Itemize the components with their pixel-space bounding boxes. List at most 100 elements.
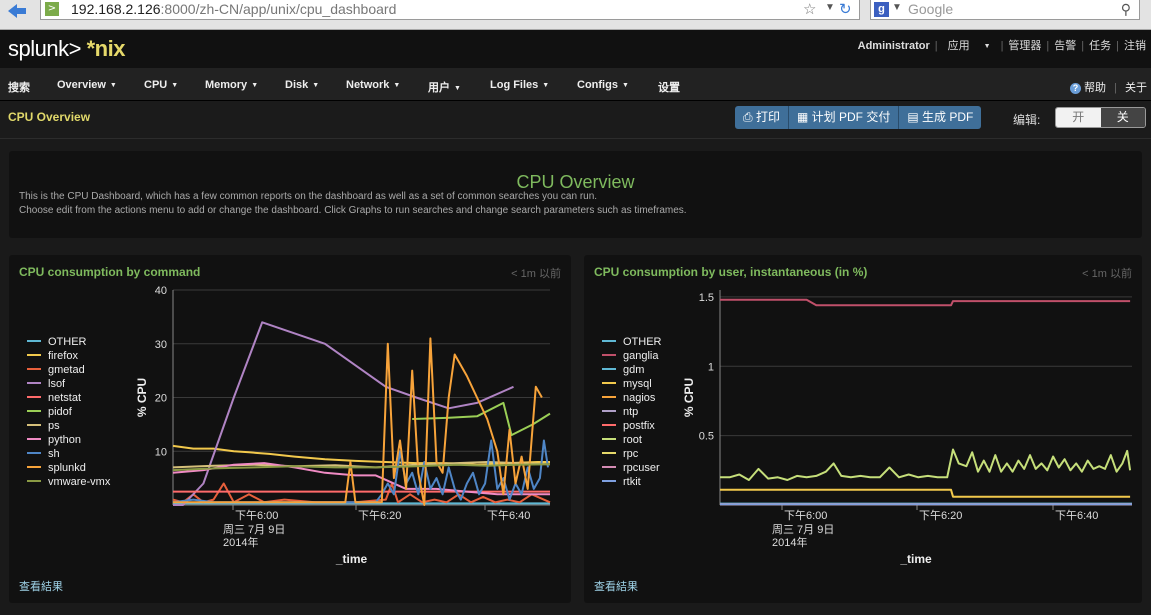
- panel-title: CPU consumption by command: [19, 265, 201, 279]
- legend-item: gmetad: [27, 363, 110, 377]
- legend-item: OTHER: [602, 335, 662, 349]
- nav-item-overview[interactable]: Overview ▼: [57, 79, 117, 91]
- address-bar[interactable]: > 192.168.2.126:8000/zh-CN/app/unix/cpu_…: [40, 0, 860, 20]
- edit-toggle[interactable]: 开 关: [1055, 107, 1146, 128]
- y-tick-label: 10: [155, 446, 167, 458]
- back-arrow-icon[interactable]: [6, 2, 28, 20]
- x-axis-title: _time: [335, 552, 368, 566]
- url-text[interactable]: 192.168.2.126:8000/zh-CN/app/unix/cpu_da…: [71, 1, 396, 17]
- legend-swatch: [602, 480, 616, 482]
- toggle-on[interactable]: 开: [1056, 108, 1101, 127]
- legend-label: mysql: [623, 378, 652, 390]
- legend-label: firefox: [48, 350, 78, 362]
- document-icon: ▤: [907, 110, 919, 124]
- series-line-gmetad: [172, 482, 551, 504]
- legend-label: gmetad: [48, 364, 85, 376]
- nav-item-log-files[interactable]: Log Files ▼: [490, 79, 549, 91]
- account-menu: Administrator | 应用 ▼ | 管理器 | 告警 | 任务 | 注销: [853, 37, 1151, 53]
- search-input[interactable]: Google: [908, 1, 954, 17]
- legend-item: ps: [27, 419, 110, 433]
- legend-swatch: [27, 480, 41, 482]
- print-button[interactable]: ⎙ 打印: [735, 106, 789, 129]
- schedule-pdf-button[interactable]: ▦ 计划 PDF 交付: [788, 106, 900, 129]
- legend-label: ntp: [623, 406, 639, 418]
- search-box[interactable]: g ▼ Google ⚲: [870, 0, 1140, 20]
- y-axis-title: % CPU: [682, 378, 696, 417]
- print-label: 打印: [755, 110, 780, 124]
- app-name: *nix: [86, 36, 126, 61]
- nav-item-network[interactable]: Network ▼: [346, 79, 400, 91]
- legend-label: rpc: [623, 448, 639, 460]
- generate-pdf-button[interactable]: ▤ 生成 PDF: [899, 106, 982, 129]
- about-link[interactable]: 关于: [1125, 82, 1147, 94]
- chevron-down-icon[interactable]: ▼: [825, 2, 835, 13]
- reload-icon[interactable]: ↻: [839, 1, 852, 18]
- chevron-down-icon[interactable]: ▼: [892, 2, 902, 13]
- alerts-link[interactable]: 告警: [1054, 40, 1077, 52]
- legend-label: rtkit: [623, 476, 641, 488]
- series-line-root: [720, 448, 1132, 481]
- apps-label: 应用: [947, 40, 970, 52]
- y-tick-label: 20: [155, 393, 167, 405]
- legend-item: python: [27, 433, 110, 447]
- x-tick-label: 下午6:00: [235, 509, 278, 522]
- caret-down-icon: ▼: [109, 82, 117, 89]
- nav-label: 用户: [428, 82, 450, 94]
- legend-swatch: [27, 368, 41, 370]
- legend-item: rpc: [602, 447, 662, 461]
- apps-menu[interactable]: 应用 ▼: [938, 40, 1001, 52]
- search-icon[interactable]: ⚲: [1120, 1, 1131, 17]
- legend-item: rpcuser: [602, 461, 662, 475]
- splunk-logo[interactable]: splunk> *nix: [8, 36, 125, 62]
- view-results-link[interactable]: 查看結果: [594, 581, 638, 593]
- nav-label: Network: [346, 79, 390, 91]
- caret-down-icon: ▼: [983, 43, 991, 50]
- schedule-label: 计划 PDF 交付: [811, 110, 891, 124]
- help-area: ? 帮助 | 关于: [1070, 79, 1147, 95]
- help-icon[interactable]: ?: [1070, 83, 1082, 94]
- legend-item: lsof: [27, 377, 110, 391]
- jobs-link[interactable]: 任务: [1089, 40, 1112, 52]
- pdf-label: 生成 PDF: [922, 110, 974, 124]
- x-tick-label: 下午6:40: [1055, 509, 1098, 522]
- y-tick-label: 1.5: [699, 292, 714, 304]
- legend-swatch: [27, 354, 41, 356]
- legend-swatch: [602, 452, 616, 454]
- nav-item-search[interactable]: 搜索: [8, 79, 30, 95]
- x-axis-title: _time: [899, 552, 932, 566]
- legend-label: nagios: [623, 392, 656, 404]
- dashboard-actions: ⎙ 打印 ▦ 计划 PDF 交付 ▤ 生成 PDF: [735, 106, 982, 129]
- view-results-link[interactable]: 查看結果: [19, 581, 63, 593]
- app-nav: 搜索 Overview ▼ CPU ▼ Memory ▼ Disk ▼ Network ▼…: [0, 68, 1151, 101]
- nav-item-cpu[interactable]: CPU ▼: [144, 79, 178, 91]
- legend-swatch: [27, 410, 41, 412]
- legend-label: ps: [48, 420, 60, 432]
- toggle-off[interactable]: 关: [1100, 108, 1145, 127]
- bookmark-star-icon[interactable]: ☆: [803, 1, 817, 18]
- series-line-vmware-vmx: [172, 463, 551, 472]
- nav-item-settings[interactable]: 设置: [658, 79, 680, 95]
- nav-label: 搜索: [8, 82, 30, 94]
- panel-title: CPU consumption by user, instantaneous (…: [594, 265, 868, 279]
- caret-down-icon: ▼: [251, 82, 259, 89]
- calendar-icon: ▦: [796, 110, 809, 124]
- manager-link[interactable]: 管理器: [1008, 40, 1042, 52]
- legend-swatch: [27, 452, 41, 454]
- nav-item-configs[interactable]: Configs ▼: [577, 79, 629, 91]
- nav-item-memory[interactable]: Memory ▼: [205, 79, 258, 91]
- intro-text-line2: Choose edit from the actions menu to add…: [19, 205, 687, 216]
- google-icon[interactable]: g: [874, 2, 889, 17]
- nav-item-users[interactable]: 用户 ▼: [428, 79, 461, 95]
- caret-down-icon: ▼: [454, 85, 461, 92]
- series-line-ganglia: [720, 298, 1131, 307]
- legend-item: rtkit: [602, 475, 662, 489]
- user-name[interactable]: Administrator: [857, 40, 930, 52]
- legend-label: rpcuser: [623, 462, 660, 474]
- series-line-splunkd: [173, 337, 543, 506]
- help-link[interactable]: 帮助: [1084, 82, 1107, 94]
- legend-swatch: [602, 396, 616, 398]
- nav-item-disk[interactable]: Disk ▼: [285, 79, 319, 91]
- legend-swatch: [27, 438, 41, 440]
- logout-link[interactable]: 注销: [1124, 40, 1146, 52]
